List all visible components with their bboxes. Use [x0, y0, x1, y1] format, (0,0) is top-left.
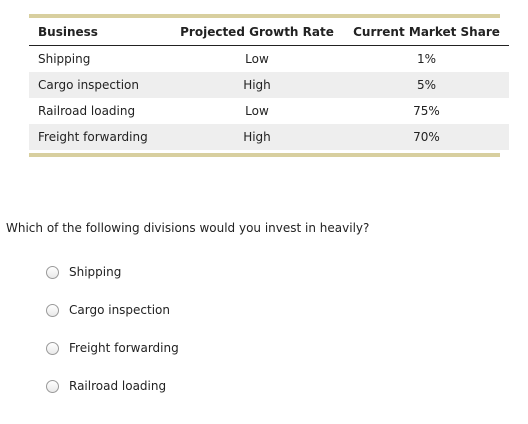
- cell-business: Railroad loading: [38, 104, 136, 118]
- cell-business: Cargo inspection: [29, 72, 170, 98]
- table-row: Railroad loading Low 75%: [29, 98, 509, 124]
- table-top-bar: [29, 14, 500, 18]
- header-market-share: Current Market Share: [344, 18, 509, 46]
- cell-share: 75%: [413, 104, 440, 118]
- table-row: Freight forwarding High 70%: [29, 124, 509, 150]
- question-text: Which of the following divisions would y…: [6, 221, 370, 235]
- option-railroad-loading[interactable]: Railroad loading: [46, 377, 179, 395]
- table-row: Cargo inspection High 5%: [29, 72, 509, 98]
- cell-growth: High: [170, 124, 344, 150]
- option-shipping[interactable]: Shipping: [46, 263, 179, 281]
- radio-button-icon[interactable]: [46, 303, 59, 317]
- table-bottom-bar: [29, 153, 500, 157]
- cell-share: 1%: [416, 52, 437, 66]
- table-header-row: Business Projected Growth Rate Current M…: [29, 18, 509, 46]
- cell-share: 5%: [344, 72, 509, 98]
- option-label: Railroad loading: [69, 379, 167, 393]
- option-label: Shipping: [69, 265, 122, 279]
- option-freight-forwarding[interactable]: Freight forwarding: [46, 339, 179, 357]
- cell-growth: High: [170, 72, 344, 98]
- header-business: Business: [29, 18, 170, 46]
- radio-button-icon[interactable]: [46, 265, 59, 279]
- cell-growth: Low: [245, 104, 269, 118]
- cell-business: Shipping: [38, 52, 91, 66]
- radio-button-icon[interactable]: [46, 341, 59, 355]
- answer-options: Shipping Cargo inspection Freight forwar…: [46, 263, 179, 415]
- option-label: Freight forwarding: [69, 341, 179, 355]
- header-growth-rate: Projected Growth Rate: [170, 18, 344, 46]
- business-table: Business Projected Growth Rate Current M…: [29, 18, 509, 150]
- business-table-container: Business Projected Growth Rate Current M…: [29, 14, 509, 157]
- cell-share: 70%: [344, 124, 509, 150]
- cell-business: Freight forwarding: [29, 124, 170, 150]
- table-row: Shipping Low 1%: [29, 46, 509, 73]
- radio-button-icon[interactable]: [46, 379, 59, 393]
- option-label: Cargo inspection: [69, 303, 171, 317]
- option-cargo-inspection[interactable]: Cargo inspection: [46, 301, 179, 319]
- cell-growth: Low: [245, 52, 269, 66]
